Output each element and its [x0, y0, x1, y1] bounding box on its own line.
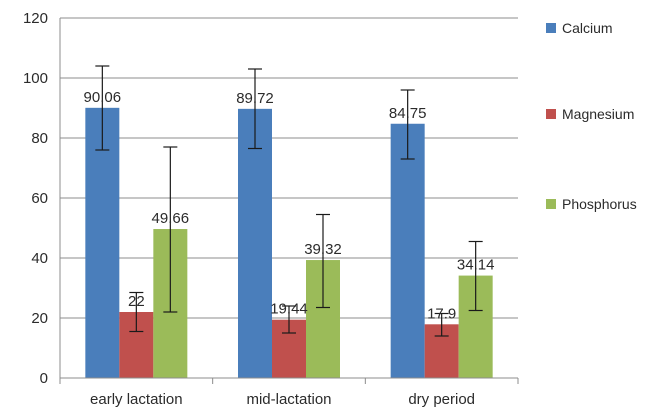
legend-swatch-calcium — [546, 23, 556, 33]
data-label: 19.44 — [270, 301, 308, 318]
data-label: 89.72 — [236, 90, 274, 107]
y-tick-label: 60 — [31, 190, 48, 207]
data-label: 84.75 — [389, 105, 427, 122]
data-label: 49.66 — [152, 210, 190, 227]
y-tick-label: 120 — [23, 10, 48, 27]
grid-lines — [60, 17, 518, 319]
data-label: 34.14 — [457, 257, 495, 274]
data-label: 17.9 — [427, 305, 456, 322]
legend-swatch-magnesium — [546, 109, 556, 119]
axes: 0 20 40 60 80 100 120 early lactation mid-lactat… — [23, 10, 519, 408]
bar-calcium — [238, 108, 272, 378]
legend-label-magnesium: Magnesium — [562, 106, 634, 122]
legend: Calcium Magnesium Phosphorus — [546, 20, 637, 212]
y-tick-label: 40 — [31, 250, 48, 267]
y-tick-label: 20 — [31, 310, 48, 327]
bar-calcium — [390, 123, 425, 378]
x-tick-label: dry period — [408, 391, 475, 408]
y-tick-label: 100 — [23, 70, 48, 87]
data-label: 39.32 — [304, 241, 342, 258]
bars — [85, 107, 493, 378]
error-bars — [95, 65, 483, 337]
y-tick-label: 0 — [40, 370, 48, 387]
legend-swatch-phosphorus — [546, 199, 556, 209]
data-label: 90.06 — [84, 89, 122, 106]
x-tick-label: mid-lactation — [246, 391, 331, 408]
bar-calcium — [85, 107, 120, 378]
data-label: 22 — [128, 293, 145, 310]
legend-label-calcium: Calcium — [562, 20, 613, 36]
x-tick-label: early lactation — [90, 391, 183, 408]
data-labels: 90.06 89.72 84.75 22 19.44 17.9 49.66 39.32 34.1… — [84, 89, 495, 322]
y-tick-label: 80 — [31, 130, 48, 147]
legend-label-phosphorus: Phosphorus — [562, 196, 637, 212]
